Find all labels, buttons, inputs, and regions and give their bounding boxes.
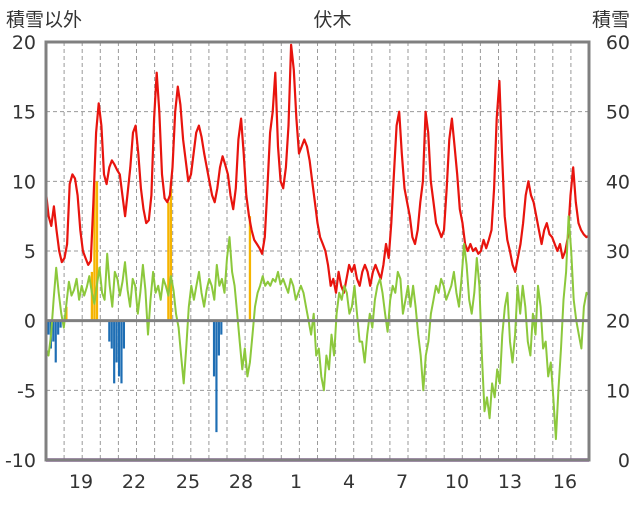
red-line bbox=[44, 43, 590, 294]
orange-bars-bar bbox=[248, 216, 252, 321]
blue-bars-bar bbox=[115, 320, 118, 363]
blue-bars-bar bbox=[54, 320, 57, 363]
x-tick-label: 16 bbox=[553, 471, 577, 493]
orange-bars-bar bbox=[167, 202, 170, 321]
orange-bars-bar bbox=[93, 181, 96, 321]
x-tick-label: 13 bbox=[498, 471, 522, 493]
grid bbox=[46, 42, 589, 460]
orange-bars-bar bbox=[95, 181, 99, 321]
right-axis-label: 積雪 bbox=[592, 9, 630, 31]
x-tick-label: 25 bbox=[176, 471, 200, 493]
x-tick-label: 19 bbox=[69, 471, 93, 493]
right-tick-label: 50 bbox=[606, 102, 630, 124]
blue-bars-bar bbox=[212, 320, 216, 377]
left-tick-label: 0 bbox=[24, 311, 36, 333]
blue-bars-bar bbox=[122, 320, 126, 349]
left-tick-label: 15 bbox=[12, 102, 36, 124]
x-tick-label: 4 bbox=[343, 471, 355, 493]
green-line bbox=[45, 215, 590, 441]
x-tick-label: 10 bbox=[445, 471, 469, 493]
right-tick-label: 40 bbox=[606, 171, 630, 193]
right-tick-label: 0 bbox=[618, 450, 630, 472]
blue-bars-bar bbox=[59, 320, 62, 328]
left-tick-label: 20 bbox=[12, 32, 36, 54]
x-tick-label: 7 bbox=[396, 471, 408, 493]
blue-bars-bar bbox=[110, 320, 113, 349]
blue-bars-bar bbox=[215, 320, 218, 433]
orange-bars-bar bbox=[65, 306, 68, 321]
axis-text: 伏木 積雪以外 積雪 -10 -5 0 5 10 15 20 0 10 20 30 40 50 60 19 22 25… bbox=[5, 9, 630, 493]
left-tick-label: 5 bbox=[24, 241, 36, 263]
left-tick-label: -5 bbox=[17, 380, 36, 402]
plot-frame bbox=[44, 40, 591, 462]
orange-bars-bar bbox=[169, 181, 173, 321]
right-tick-label: 10 bbox=[606, 380, 630, 402]
blue-bars-bar bbox=[47, 320, 50, 335]
plot-border bbox=[44, 40, 591, 462]
right-tick-label: 20 bbox=[606, 311, 630, 333]
blue-bars-bar bbox=[113, 320, 116, 384]
x-tick-label: 1 bbox=[290, 471, 302, 493]
left-axis-label: 積雪以外 bbox=[6, 9, 82, 31]
blue-bars-bar bbox=[52, 320, 55, 342]
x-tick-label: 28 bbox=[229, 471, 253, 493]
x-tick-label: 22 bbox=[122, 471, 146, 493]
left-tick-label: -10 bbox=[5, 450, 36, 472]
blue-bars-bar bbox=[220, 320, 223, 335]
blue-bars-bar bbox=[57, 320, 60, 335]
left-tick-label: 10 bbox=[12, 171, 36, 193]
blue-bars-bar bbox=[120, 320, 123, 384]
blue-bars-bar bbox=[217, 320, 220, 356]
blue-bars-bar bbox=[108, 320, 111, 342]
chart-title: 伏木 bbox=[313, 9, 351, 31]
right-tick-label: 60 bbox=[606, 32, 630, 54]
blue-bars-bar bbox=[117, 320, 121, 377]
right-tick-label: 30 bbox=[606, 241, 630, 263]
